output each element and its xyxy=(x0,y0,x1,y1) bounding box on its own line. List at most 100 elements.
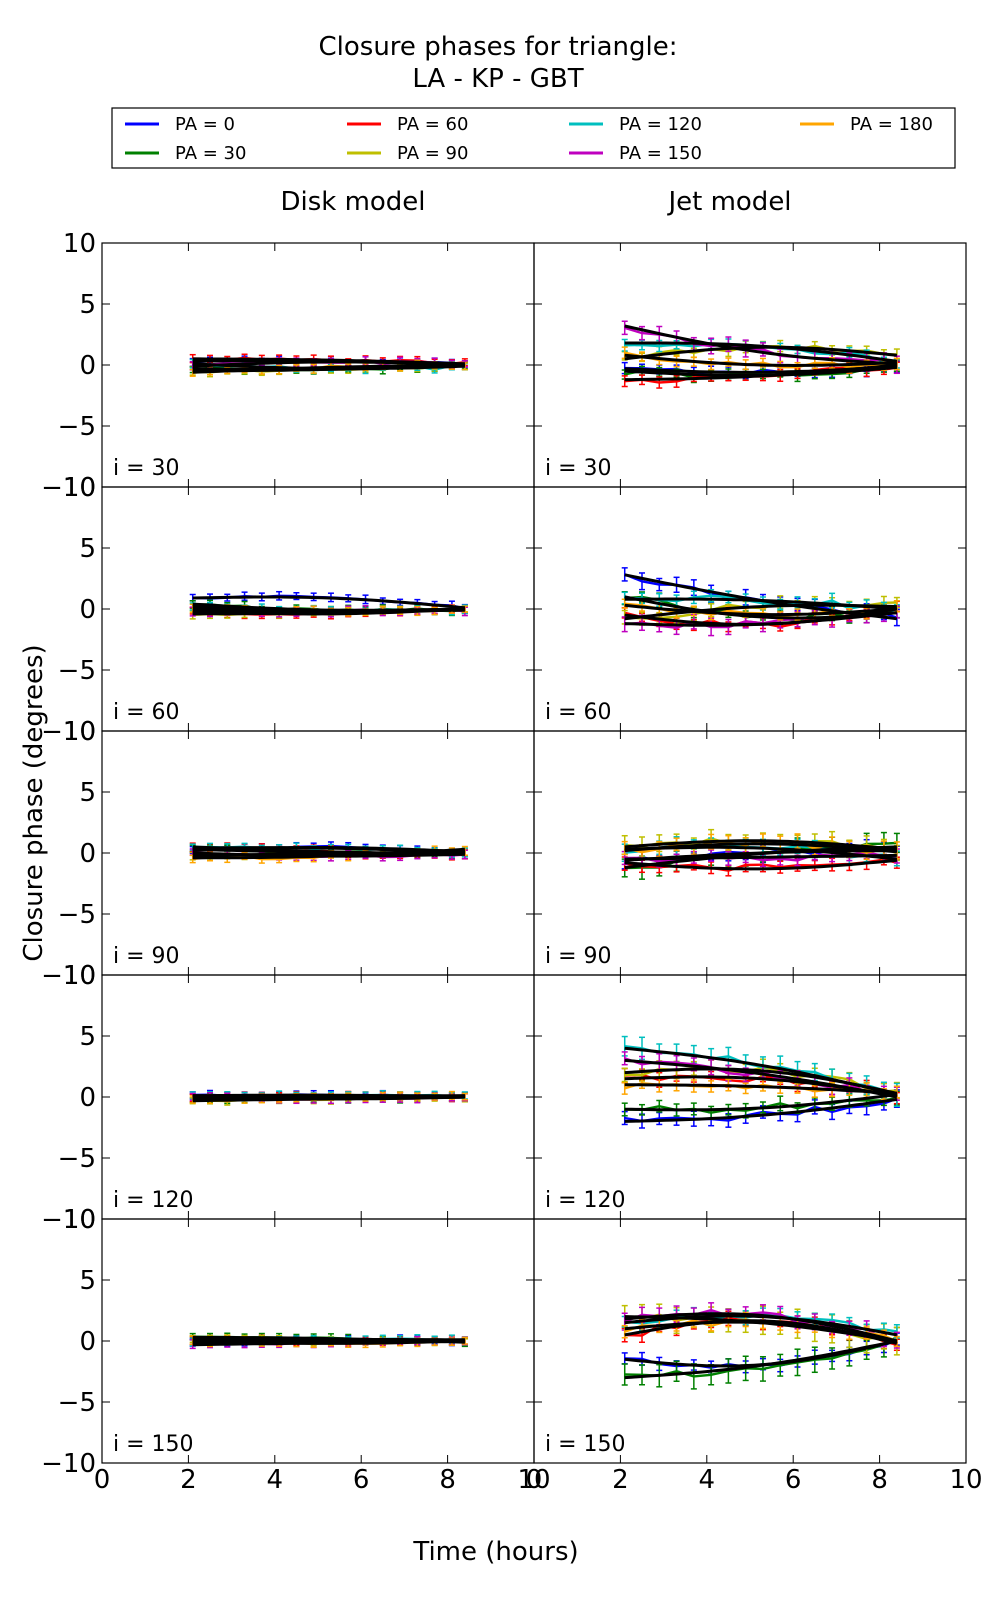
y-tick-label: 5 xyxy=(79,1022,96,1052)
y-tick-label: −5 xyxy=(58,1144,96,1174)
x-tick-label: 8 xyxy=(439,1465,456,1495)
model-curve xyxy=(192,1094,465,1101)
model-curve xyxy=(624,839,898,851)
panel-inclination-label: i = 150 xyxy=(113,1432,194,1457)
x-tick-label: 10 xyxy=(949,1465,982,1495)
x-tick-label: 4 xyxy=(267,1465,284,1495)
legend-label: PA = 60 xyxy=(397,114,468,135)
model-curve xyxy=(624,611,898,627)
model-curve xyxy=(624,842,898,854)
model-curve xyxy=(624,853,897,861)
panel-row4-col0: i = 150 xyxy=(101,1218,535,1464)
panel-inclination-label: i = 30 xyxy=(545,456,612,481)
y-tick-label: 0 xyxy=(79,351,96,381)
panel-inclination-label: i = 120 xyxy=(545,1188,626,1213)
y-tick-label: 10 xyxy=(63,229,96,259)
model-curve xyxy=(624,1058,898,1099)
y-tick-label: 10 xyxy=(63,473,96,503)
legend-label: PA = 90 xyxy=(397,143,468,164)
panel-inclination-label: i = 30 xyxy=(113,456,180,481)
panel-row2-col0: i = 90 xyxy=(101,730,535,976)
panel-inclination-label: i = 90 xyxy=(113,944,180,969)
model-curve xyxy=(624,1339,898,1368)
x-tick-label: 6 xyxy=(353,1465,370,1495)
y-tick-label: 0 xyxy=(79,839,96,869)
model-curve xyxy=(624,1093,898,1112)
model-curve xyxy=(624,363,898,382)
panel-row2-col1: i = 90 xyxy=(533,730,967,976)
y-tick-label: 10 xyxy=(63,717,96,747)
model-curve xyxy=(624,1097,898,1123)
axis-ticks: −10−50510−10−50510−10−50510−10−50510−10−… xyxy=(41,229,982,1495)
model-curve xyxy=(624,1339,898,1380)
y-tick-label: −10 xyxy=(41,473,96,503)
legend-label: PA = 120 xyxy=(619,114,702,135)
y-tick-label: 5 xyxy=(79,778,96,808)
panel-inclination-label: i = 60 xyxy=(113,700,180,725)
model-curve xyxy=(192,1339,465,1345)
model-curve xyxy=(624,1312,898,1343)
model-curve xyxy=(624,1083,897,1095)
data-series-line xyxy=(624,594,898,613)
column-label-jet-model: Jet model xyxy=(666,187,791,217)
y-tick-label: 10 xyxy=(63,961,96,991)
y-axis-label: Closure phase (degrees) xyxy=(19,644,49,961)
panel-row0-col1: i = 30 xyxy=(533,242,967,488)
y-tick-label: 0 xyxy=(79,1327,96,1357)
panel-frame xyxy=(101,242,535,488)
y-tick-label: −10 xyxy=(41,961,96,991)
model-curve xyxy=(192,363,465,374)
model-curve xyxy=(624,1320,898,1343)
y-tick-label: −5 xyxy=(58,900,96,930)
panels-grid: i = 30 i = 30 i = 60 i = 60 i = 90 i = 90 i = … xyxy=(101,242,967,1464)
panel-inclination-label: i = 90 xyxy=(545,944,612,969)
model-curve xyxy=(192,607,465,613)
legend-label: PA = 0 xyxy=(175,114,235,135)
legend-label: PA = 150 xyxy=(619,143,702,164)
x-tick-label: 2 xyxy=(180,1465,197,1495)
x-tick-label: 0 xyxy=(94,1465,111,1495)
model-curve xyxy=(192,847,465,860)
chart-title-line2: LA - KP - GBT xyxy=(412,64,583,94)
y-tick-label: 0 xyxy=(79,595,96,625)
model-curve xyxy=(192,595,466,610)
y-tick-label: −10 xyxy=(41,1205,96,1235)
model-curve xyxy=(624,1046,898,1097)
column-label-disk-model: Disk model xyxy=(280,187,425,217)
x-tick-label: 10 xyxy=(517,1465,550,1495)
legend-box xyxy=(111,107,956,169)
y-tick-label: −10 xyxy=(41,717,96,747)
panel-frame xyxy=(533,974,967,1220)
x-tick-label: 2 xyxy=(612,1465,629,1495)
panel-inclination-label: i = 150 xyxy=(545,1432,626,1457)
panel-frame xyxy=(533,1218,967,1464)
panel-row3-col1: i = 120 xyxy=(533,974,967,1220)
model-curve xyxy=(624,341,898,363)
y-tick-label: −5 xyxy=(58,656,96,686)
model-curve xyxy=(624,324,897,366)
panel-row4-col1: i = 150 xyxy=(533,1218,967,1464)
model-curve xyxy=(624,603,898,617)
x-tick-label: 4 xyxy=(699,1465,716,1495)
panel-inclination-label: i = 120 xyxy=(113,1188,194,1213)
x-tick-label: 8 xyxy=(871,1465,888,1495)
y-tick-label: −10 xyxy=(41,1449,96,1479)
y-tick-label: −5 xyxy=(58,412,96,442)
x-tick-label: 6 xyxy=(785,1465,802,1495)
y-tick-label: 5 xyxy=(79,534,96,564)
panel-row1-col1: i = 60 xyxy=(533,486,967,732)
panel-frame xyxy=(533,486,967,732)
legend: PA = 0 PA = 30 PA = 60 PA = 90 PA = 120 PA = … xyxy=(111,107,956,169)
model-curve xyxy=(624,597,898,611)
y-tick-label: 5 xyxy=(79,1266,96,1296)
model-curve xyxy=(624,353,897,368)
y-tick-label: −5 xyxy=(58,1388,96,1418)
x-axis-label: Time (hours) xyxy=(412,1537,578,1567)
chart-title-line1: Closure phases for triangle: xyxy=(319,32,678,62)
y-tick-label: 10 xyxy=(63,1205,96,1235)
legend-label: PA = 30 xyxy=(175,143,246,164)
panel-row3-col0: i = 120 xyxy=(101,974,535,1220)
x-tick-label: 0 xyxy=(526,1465,543,1495)
legend-label: PA = 180 xyxy=(850,114,933,135)
